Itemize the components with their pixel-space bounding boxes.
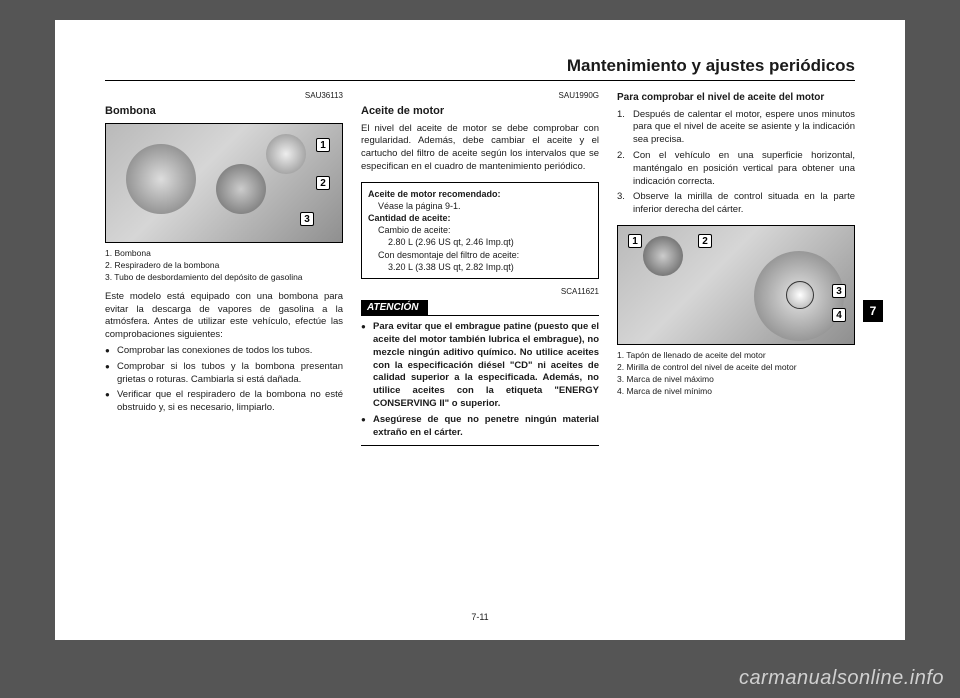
figure-caption: 1. Tapón de llenado de aceite del motor … [617, 350, 855, 397]
manual-page: Mantenimiento y ajustes periódicos SAU36… [55, 20, 905, 640]
column-1: SAU36113 Bombona 1 2 3 1. Bombona 2. Res… [105, 91, 343, 446]
figure-marker: 3 [832, 284, 846, 298]
box-heading: Aceite de motor recomendado: [368, 188, 592, 200]
atencion-label: ATENCIÓN [361, 300, 428, 316]
list-item: Observe la mirilla de control situada en… [617, 191, 855, 217]
ref-code: SAU1990G [361, 91, 599, 102]
section-heading-aceite: Aceite de motor [361, 104, 599, 119]
list-item: Comprobar las conexiones de todos los tu… [105, 345, 343, 358]
column-2: SAU1990G Aceite de motor El nivel del ac… [361, 91, 599, 446]
page-title: Mantenimiento y ajustes periódicos [105, 56, 855, 76]
paragraph: Este modelo está equipado con una bombon… [105, 291, 343, 342]
page-number: 7-11 [55, 612, 905, 622]
bullet-list: Comprobar las conexiones de todos los tu… [105, 345, 343, 415]
section-tab: 7 [863, 300, 883, 322]
atencion-rule [361, 315, 599, 316]
spec-box: Aceite de motor recomendado: Véase la pá… [361, 182, 599, 279]
numbered-steps: Después de calentar el motor, espere uno… [617, 109, 855, 218]
figure-oil: 1 2 3 4 [617, 225, 855, 345]
list-item: Asegúrese de que no penetre ningún mater… [361, 414, 599, 440]
figure-marker: 3 [300, 212, 314, 226]
section-heading-check: Para comprobar el nivel de aceite del mo… [617, 91, 855, 105]
figure-marker: 1 [628, 234, 642, 248]
caption-item: 3. Tubo de desbordamiento del depósito d… [117, 272, 343, 283]
list-item: Después de calentar el motor, espere uno… [617, 109, 855, 147]
box-line: 3.20 L (3.38 US qt, 2.82 Imp.qt) [368, 261, 592, 273]
list-item: Verificar que el respiradero de la bombo… [105, 389, 343, 415]
list-item: Para evitar que el embrague patine (pues… [361, 321, 599, 411]
caption-item: 4. Marca de nivel mínimo [629, 386, 855, 397]
box-line: 2.80 L (2.96 US qt, 2.46 Imp.qt) [368, 236, 592, 248]
column-3: Para comprobar el nivel de aceite del mo… [617, 91, 855, 446]
ref-code: SAU36113 [105, 91, 343, 102]
columns: SAU36113 Bombona 1 2 3 1. Bombona 2. Res… [105, 91, 855, 446]
paragraph: El nivel del aceite de motor se debe com… [361, 123, 599, 174]
figure-marker: 2 [698, 234, 712, 248]
section-heading-bombona: Bombona [105, 104, 343, 119]
figure-marker: 1 [316, 138, 330, 152]
title-rule [105, 80, 855, 81]
caption-item: 2. Mirilla de control del nivel de aceit… [629, 362, 855, 373]
box-line: Cambio de aceite: [368, 224, 592, 236]
box-line: Véase la página 9-1. [368, 200, 592, 212]
atencion-list: Para evitar que el embrague patine (pues… [361, 321, 599, 439]
list-item: Con el vehículo en una superficie horizo… [617, 150, 855, 188]
caption-item: 2. Respiradero de la bombona [117, 260, 343, 271]
ref-code: SCA11621 [361, 287, 599, 298]
caption-item: 3. Marca de nivel máximo [629, 374, 855, 385]
watermark: carmanualsonline.info [739, 667, 944, 690]
bold-text: Para evitar que el embrague patine (pues… [373, 321, 599, 409]
atencion-block: ATENCIÓN Para evitar que el embrague pat… [361, 300, 599, 447]
box-heading: Cantidad de aceite: [368, 212, 592, 224]
figure-marker: 2 [316, 176, 330, 190]
box-line: Con desmontaje del filtro de aceite: [368, 249, 592, 261]
caption-item: 1. Bombona [117, 248, 343, 259]
list-item: Comprobar si los tubos y la bombona pres… [105, 361, 343, 387]
atencion-rule-bottom [361, 445, 599, 446]
figure-bombona: 1 2 3 [105, 123, 343, 243]
caption-item: 1. Tapón de llenado de aceite del motor [629, 350, 855, 361]
figure-caption: 1. Bombona 2. Respiradero de la bombona … [105, 248, 343, 283]
figure-marker: 4 [832, 308, 846, 322]
bold-text: Asegúrese de que no penetre ningún mater… [373, 414, 599, 438]
